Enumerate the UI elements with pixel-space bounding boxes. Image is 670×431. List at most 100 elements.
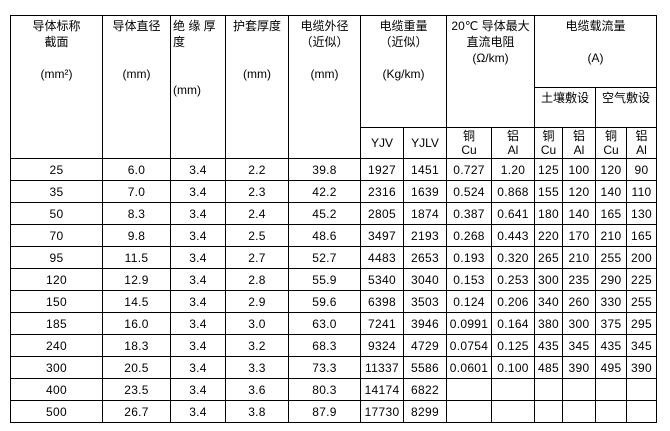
table-cell: 1451 xyxy=(403,158,447,181)
table-cell: 240 xyxy=(10,334,103,357)
table-cell: 26.7 xyxy=(102,400,171,423)
table-cell: 8.3 xyxy=(102,202,171,225)
header-sheath: 护套厚度 (mm) xyxy=(225,15,289,159)
header-weight: 电缆重量 （近似） (Kg/km) xyxy=(360,15,447,128)
header-yjlv: YJLV xyxy=(403,127,447,159)
table-cell: 225 xyxy=(626,268,657,291)
table-cell: 73.3 xyxy=(288,356,361,379)
table-cell: 9324 xyxy=(360,334,404,357)
table-cell: 6398 xyxy=(360,290,404,313)
table-cell: 25 xyxy=(10,158,103,181)
table-cell: 1874 xyxy=(403,202,447,225)
table-cell: 0.193 xyxy=(446,246,492,269)
table-cell: 210 xyxy=(595,224,627,247)
table-cell: 300 xyxy=(562,312,596,335)
table-cell: 130 xyxy=(626,202,657,225)
table-cell: 185 xyxy=(10,312,103,335)
table-cell xyxy=(446,378,492,401)
table-cell: 255 xyxy=(595,246,627,269)
table-cell: 68.3 xyxy=(288,334,361,357)
table-row: 150 14.5 3.4 2.9 59.6 6398 3503 0.124 0.206 340 26… xyxy=(10,290,657,313)
table-cell: 42.2 xyxy=(288,180,361,203)
header-soil-cu: 铜 Cu xyxy=(534,127,563,159)
table-cell: 80.3 xyxy=(288,378,361,401)
header-air-cu: 铜 Cu xyxy=(595,127,627,159)
table-cell: 110 xyxy=(626,180,657,203)
table-cell: 2.4 xyxy=(225,202,289,225)
table-cell: 0.153 xyxy=(446,268,492,291)
table-cell: 100 xyxy=(562,158,596,181)
table-cell: 3.4 xyxy=(170,180,226,203)
table-cell: 3.0 xyxy=(225,312,289,335)
table-cell: 0.125 xyxy=(491,334,535,357)
table-cell: 52.7 xyxy=(288,246,361,269)
table-cell: 290 xyxy=(595,268,627,291)
table-cell: 11.5 xyxy=(102,246,171,269)
header-res-al: 铝 Al xyxy=(491,127,535,159)
table-cell: 345 xyxy=(626,334,657,357)
table-cell: 345 xyxy=(562,334,596,357)
table-cell: 165 xyxy=(626,224,657,247)
table-cell: 435 xyxy=(534,334,563,357)
table-cell: 140 xyxy=(562,202,596,225)
table-cell: 3503 xyxy=(403,290,447,313)
header-insulation: 绝 缘 厚 度 (mm) xyxy=(170,15,226,159)
table-cell: 1.20 xyxy=(491,158,535,181)
table-cell: 95 xyxy=(10,246,103,269)
table-cell: 400 xyxy=(10,378,103,401)
header-ampacity: 电缆载流量 (A) xyxy=(534,15,657,88)
table-cell: 7241 xyxy=(360,312,404,335)
table-cell: 3.4 xyxy=(170,400,226,423)
header-outer-diameter: 电缆外径 （近似） (mm) xyxy=(288,15,361,159)
header-diameter: 导体直径 (mm) xyxy=(102,15,171,159)
table-cell: 0.0991 xyxy=(446,312,492,335)
table-row: 185 16.0 3.4 3.0 63.0 7241 3946 0.0991 0.164 380 3… xyxy=(10,312,657,335)
table-cell: 2316 xyxy=(360,180,404,203)
table-cell: 155 xyxy=(534,180,563,203)
table-cell: 265 xyxy=(534,246,563,269)
table-row: 400 23.5 3.4 3.6 80.3 14174 6822 xyxy=(10,378,657,401)
table-cell: 1639 xyxy=(403,180,447,203)
table-cell: 3497 xyxy=(360,224,404,247)
table-cell: 3.4 xyxy=(170,334,226,357)
table-body: 25 6.0 3.4 2.2 39.8 1927 1451 0.727 1.20 125 100 12… xyxy=(10,158,657,423)
table-cell: 2.2 xyxy=(225,158,289,181)
table-cell xyxy=(626,378,657,401)
table-row: 240 18.3 3.4 3.2 68.3 9324 4729 0.0754 0.125 435 3… xyxy=(10,334,657,357)
table-cell: 3.4 xyxy=(170,290,226,313)
table-cell: 0.268 xyxy=(446,224,492,247)
table-cell: 0.253 xyxy=(491,268,535,291)
table-cell: 120 xyxy=(10,268,103,291)
table-cell: 120 xyxy=(562,180,596,203)
table-cell: 45.2 xyxy=(288,202,361,225)
table-cell: 235 xyxy=(562,268,596,291)
table-cell: 0.0601 xyxy=(446,356,492,379)
header-yjv: YJV xyxy=(360,127,404,159)
table-cell: 0.443 xyxy=(491,224,535,247)
table-cell: 3040 xyxy=(403,268,447,291)
table-cell: 5340 xyxy=(360,268,404,291)
table-cell: 0.164 xyxy=(491,312,535,335)
table-cell: 390 xyxy=(626,356,657,379)
table-cell: 1927 xyxy=(360,158,404,181)
table-cell: 3.2 xyxy=(225,334,289,357)
table-cell: 8299 xyxy=(403,400,447,423)
table-cell: 4729 xyxy=(403,334,447,357)
table-cell: 0.387 xyxy=(446,202,492,225)
header-soil-al: 铝 Al xyxy=(562,127,596,159)
table-cell: 295 xyxy=(626,312,657,335)
table-cell: 300 xyxy=(534,268,563,291)
table-cell: 3.4 xyxy=(170,158,226,181)
table-cell: 3.4 xyxy=(170,378,226,401)
table-cell xyxy=(626,400,657,423)
table-cell: 18.3 xyxy=(102,334,171,357)
table-row: 70 9.8 3.4 2.5 48.6 3497 2193 0.268 0.443 220 170 2… xyxy=(10,224,657,247)
header-air: 空气敷设 xyxy=(595,87,657,128)
table-cell: 3.6 xyxy=(225,378,289,401)
table-cell: 435 xyxy=(595,334,627,357)
table-cell xyxy=(595,378,627,401)
table-cell xyxy=(595,400,627,423)
table-row: 50 8.3 3.4 2.4 45.2 2805 1874 0.387 0.641 180 140 1… xyxy=(10,202,657,225)
table-cell: 35 xyxy=(10,180,103,203)
table-row: 120 12.9 3.4 2.8 55.9 5340 3040 0.153 0.253 300 23… xyxy=(10,268,657,291)
